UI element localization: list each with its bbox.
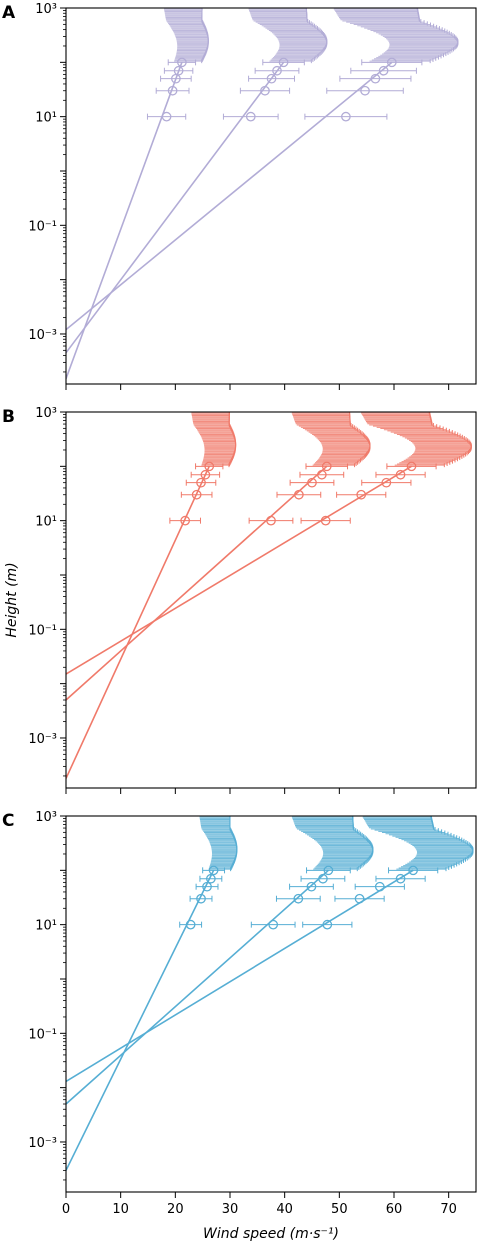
data-point: [196, 893, 206, 904]
data-point: [406, 461, 417, 472]
y-tick-label: 10⁻³: [28, 1136, 57, 1151]
log-fit-line: [66, 869, 414, 1083]
data-point: [177, 57, 187, 68]
log-fit-line: [66, 869, 215, 1171]
data-point: [318, 873, 328, 884]
y-tick-label: 10⁻¹: [28, 623, 57, 638]
panel-a: 10⁻³ 10⁻¹ 10¹ 10³ A: [2, 2, 477, 390]
x-tick-label: 70: [440, 1202, 457, 1217]
data-point: [360, 85, 370, 96]
data-point: [341, 111, 351, 122]
data-point: [294, 489, 304, 500]
data-point: [395, 469, 406, 480]
data-point: [356, 489, 367, 500]
data-point: [266, 73, 277, 84]
x-tick-label: 50: [331, 1202, 348, 1217]
y-tick-label: 10³: [35, 406, 57, 421]
data-point: [278, 57, 289, 68]
log-fit-line: [66, 869, 329, 1105]
data-point: [307, 477, 317, 488]
data-point: [268, 919, 279, 930]
plot-area: [66, 8, 459, 380]
x-tick-label: 20: [167, 1202, 184, 1217]
y-tick-label: 10¹: [35, 515, 57, 530]
data-point: [386, 57, 397, 68]
panel-c: 10⁻³ 10⁻¹ 10¹ 10³ C: [2, 810, 477, 1198]
data-point: [322, 919, 333, 930]
x-axis-title: Wind speed (m·s⁻¹): [203, 1226, 339, 1242]
data-point: [180, 515, 191, 526]
data-point: [293, 893, 304, 904]
y-tick-label: 10³: [35, 810, 57, 825]
data-point: [323, 865, 334, 876]
data-point: [306, 881, 317, 892]
x-tick-label: 0: [62, 1202, 70, 1217]
axes-frame: [65, 7, 477, 385]
data-point: [260, 85, 270, 96]
data-point: [272, 65, 282, 76]
y-tick-label: 10⁻³: [28, 328, 57, 343]
log-fit-line: [66, 61, 285, 354]
y-tick-label: 10⁻¹: [28, 219, 57, 234]
data-point: [167, 85, 178, 96]
data-point: [185, 919, 196, 930]
x-tick-label: 10: [112, 1202, 129, 1217]
data-point: [204, 461, 215, 472]
x-tick-label: 40: [276, 1202, 293, 1217]
data-point: [374, 881, 385, 892]
axes-frame: [65, 411, 477, 789]
data-point: [245, 111, 256, 122]
panel-label: B: [2, 407, 15, 427]
axes-frame: [65, 815, 477, 1193]
data-point: [395, 873, 406, 884]
data-point: [202, 881, 212, 892]
y-axis-title: Height (m): [4, 562, 20, 637]
log-fit-line: [66, 465, 328, 701]
y-tick-label: 10⁻³: [28, 732, 57, 747]
panel-b: 10⁻³ 10⁻¹ 10¹ 10³ B: [2, 406, 477, 794]
data-point: [381, 477, 392, 488]
data-point: [370, 73, 381, 84]
data-point: [316, 469, 327, 480]
y-tick-label: 10⁻¹: [28, 1027, 57, 1042]
y-tick-label: 10¹: [35, 111, 57, 126]
data-point: [173, 65, 184, 76]
log-fit-line: [66, 465, 210, 779]
log-fit-line: [66, 61, 393, 331]
data-point: [208, 865, 219, 876]
data-point: [161, 111, 172, 122]
data-point: [266, 515, 276, 526]
plot-area: [66, 816, 474, 1171]
data-point: [354, 893, 365, 904]
panel-label: C: [2, 811, 14, 831]
plot-area: [66, 412, 472, 779]
x-tick-label: 60: [386, 1202, 403, 1217]
data-point: [321, 461, 332, 472]
log-fit-line: [66, 465, 412, 675]
data-point: [191, 489, 202, 500]
panel-label: A: [2, 3, 16, 23]
data-point: [206, 873, 216, 884]
y-tick-label: 10³: [35, 2, 57, 17]
data-point: [320, 515, 331, 526]
y-tick-label: 10¹: [35, 919, 57, 934]
data-point: [200, 469, 211, 480]
x-tick-label: 30: [222, 1202, 239, 1217]
data-point: [408, 865, 418, 876]
data-point: [378, 65, 389, 76]
data-point: [196, 477, 206, 488]
